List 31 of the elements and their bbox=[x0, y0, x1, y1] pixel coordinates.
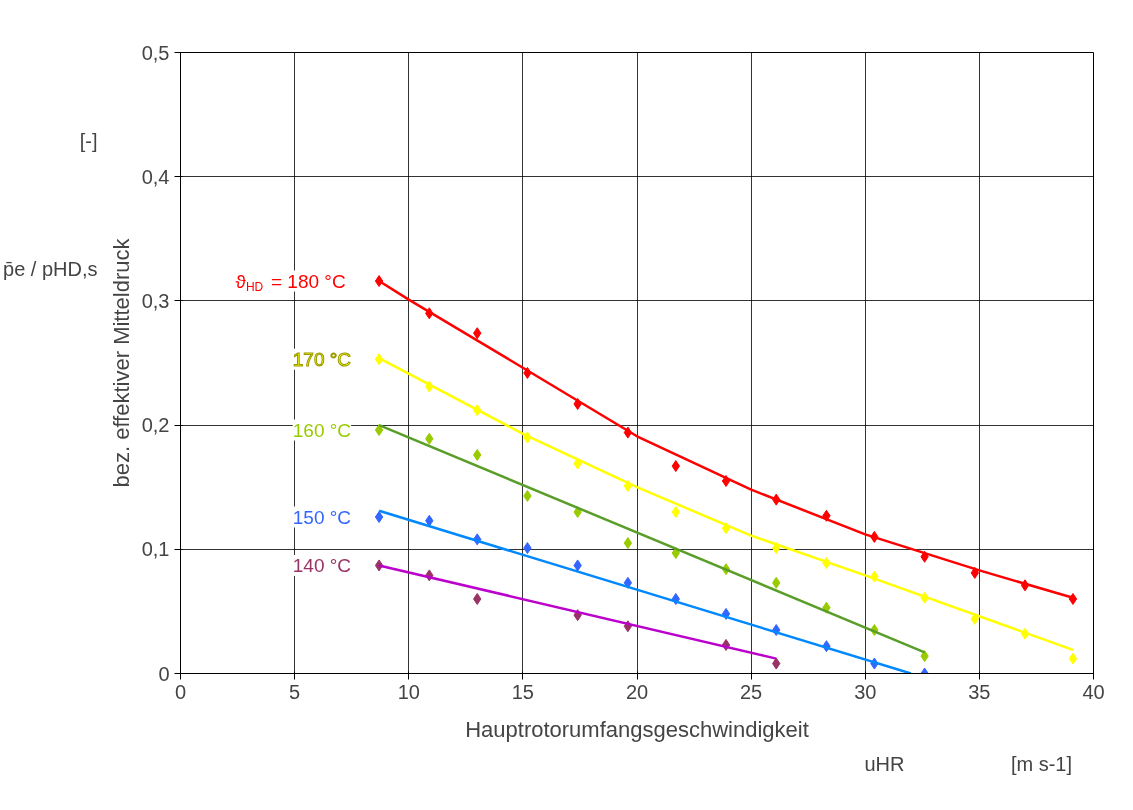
x-tick-label: 5 bbox=[289, 680, 301, 703]
x-tick-label: 35 bbox=[968, 680, 991, 703]
point bbox=[374, 511, 384, 524]
point bbox=[374, 424, 384, 437]
text: uHR bbox=[864, 752, 905, 775]
x-tick-label: 0 bbox=[174, 680, 187, 703]
x-tick-label: 10 bbox=[397, 680, 420, 703]
point bbox=[1068, 592, 1078, 605]
series-label: 150 °C bbox=[292, 506, 352, 528]
point bbox=[623, 576, 633, 589]
y-tick-label: 0,5 bbox=[141, 41, 170, 64]
y-tick-label: 0,4 bbox=[141, 165, 170, 188]
y-tick-label: 0 bbox=[158, 662, 170, 685]
x-tick-label: 15 bbox=[511, 680, 534, 703]
x-axis-title: Hauptrotorumfangsgeschwindigkeit bbox=[465, 716, 809, 742]
x-tick-label: 30 bbox=[854, 680, 877, 703]
x-tick-label: 20 bbox=[625, 680, 649, 703]
text: [m s-1] bbox=[1010, 752, 1073, 775]
y-tick-label: 0,2 bbox=[141, 414, 170, 437]
text: p̄e / pHD,s bbox=[3, 257, 98, 280]
series-label: 140 °C bbox=[292, 554, 352, 576]
text: [-] bbox=[79, 129, 98, 152]
x-tick-label: 25 bbox=[740, 680, 763, 703]
series-label: 160 °C bbox=[292, 419, 352, 441]
y-tick-label: 0,3 bbox=[141, 289, 170, 312]
x-tick-label: 40 bbox=[1082, 680, 1105, 703]
series-label: 170 °C bbox=[292, 348, 352, 370]
y-tick-label: 0,1 bbox=[141, 538, 170, 561]
point bbox=[623, 537, 633, 550]
point bbox=[1068, 652, 1078, 665]
y-axis-title: bez. effektiver Mitteldruck bbox=[108, 237, 134, 488]
